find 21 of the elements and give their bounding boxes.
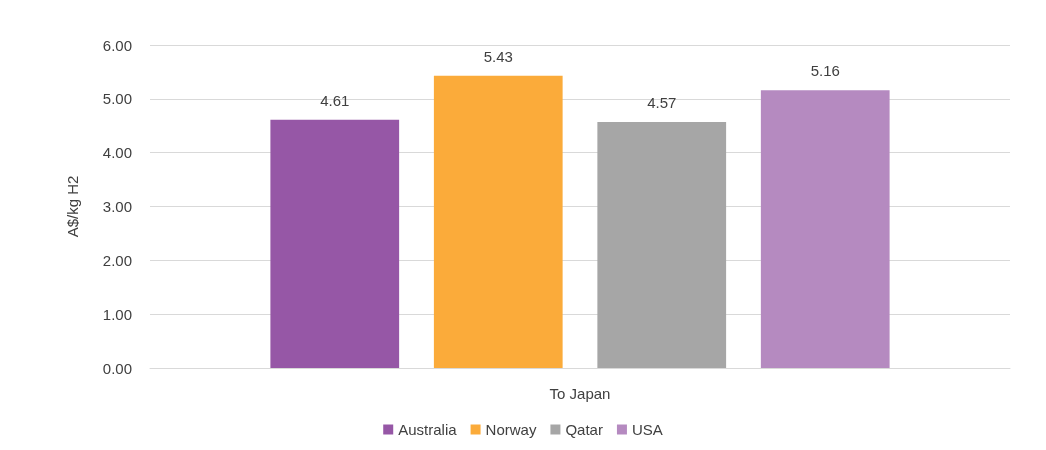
y-tick-label: 2.00 — [102, 251, 132, 269]
y-tick-label: 1.00 — [102, 305, 132, 323]
legend-label: USA — [631, 421, 663, 438]
y-axis-title: A$/kg H2 — [64, 175, 81, 238]
y-tick-label: 4.00 — [102, 144, 132, 162]
bar — [270, 119, 400, 368]
legend-label: Qatar — [565, 421, 603, 438]
y-tick-label: 5.00 — [102, 90, 132, 108]
data-label: 5.43 — [483, 47, 513, 65]
y-tick-label: 3.00 — [102, 198, 132, 215]
y-tick-label: 6.00 — [102, 36, 132, 54]
legend-label: Australia — [398, 421, 458, 438]
bar — [597, 121, 727, 368]
data-label: 5.16 — [810, 62, 840, 80]
legend-label: Norway — [485, 421, 537, 438]
y-tick-label: 0.00 — [102, 359, 132, 377]
bar — [760, 90, 890, 368]
data-label: 4.61 — [320, 91, 350, 109]
data-label: 4.57 — [647, 93, 677, 111]
x-tick-label: To Japan — [549, 385, 611, 402]
bar — [433, 75, 563, 368]
